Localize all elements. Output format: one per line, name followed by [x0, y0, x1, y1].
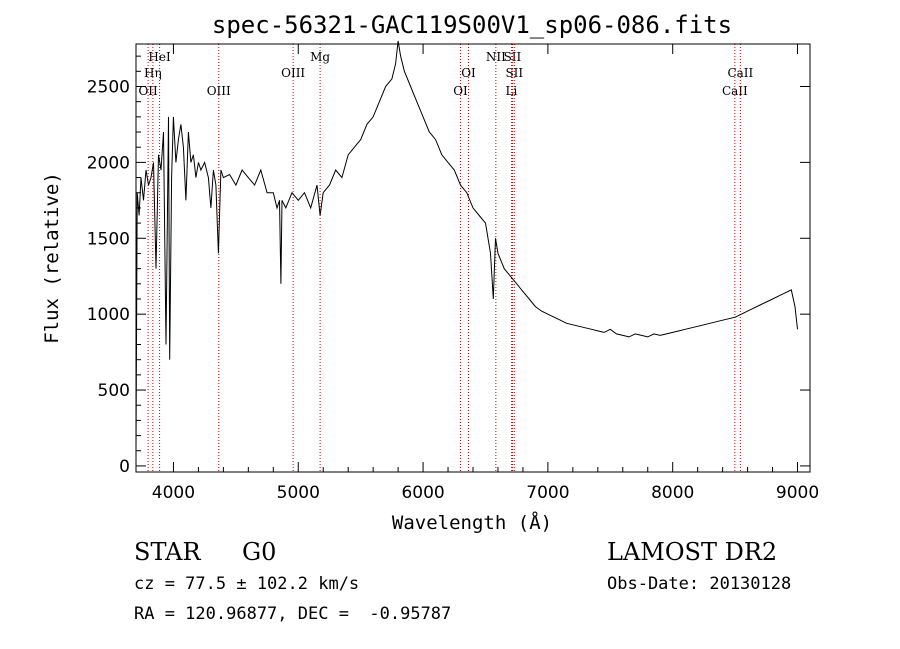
observation-date: Obs-Date: 20130128: [607, 574, 792, 594]
y-tick-label-5: 2500: [87, 77, 130, 97]
line-label-7: OI: [461, 66, 476, 80]
y-tick-label-4: 2000: [87, 153, 130, 173]
line-label-5: Mg: [310, 50, 330, 64]
y-tick-label-0: 0: [119, 457, 130, 477]
survey-name: LAMOST DR2: [607, 538, 778, 566]
object-subclass: G0: [242, 538, 277, 566]
line-label-8: NII: [486, 50, 506, 64]
line-label-4: OIII: [281, 66, 305, 80]
spectrum-line: [135, 40, 798, 451]
line-label-10: SII: [505, 66, 523, 80]
line-label-6: OI: [453, 84, 468, 98]
chart-title: spec-56321-GAC119S00V1_sp06-086.fits: [212, 11, 732, 39]
line-label-2: HeI: [148, 50, 171, 64]
line-label-1: Hη: [144, 66, 162, 80]
x-axis: 4000 5000 6000 7000 8000 9000: [152, 44, 819, 503]
line-label-9: SII: [504, 50, 522, 64]
plot-frame: [135, 43, 811, 473]
line-label-3: OIII: [207, 84, 231, 98]
y-axis: 0 500 1000 1500 2000 2500: [87, 55, 810, 477]
x-tick-label-2: 6000: [401, 483, 444, 503]
redshift-velocity: cz = 77.5 ± 102.2 km/s: [134, 574, 360, 594]
object-class: STAR: [134, 538, 201, 566]
x-tick-label-5: 9000: [776, 483, 819, 503]
x-tick-label-3: 7000: [526, 483, 569, 503]
y-tick-label-1: 500: [98, 381, 130, 401]
line-label-11: Li: [506, 84, 518, 98]
x-axis-label: Wavelength (Å): [392, 511, 552, 534]
line-label-13: CaII: [727, 66, 753, 80]
x-tick-label-1: 5000: [277, 483, 320, 503]
x-tick-label-0: 4000: [152, 483, 195, 503]
x-tick-label-4: 8000: [651, 483, 694, 503]
line-label-0: OII: [138, 84, 158, 98]
y-axis-label: Flux (relative): [41, 172, 63, 344]
y-tick-label-3: 1500: [87, 229, 130, 249]
y-tick-label-2: 1000: [87, 305, 130, 325]
line-label-12: CaII: [722, 84, 748, 98]
coordinates: RA = 120.96877, DEC = -0.95787: [134, 604, 452, 624]
